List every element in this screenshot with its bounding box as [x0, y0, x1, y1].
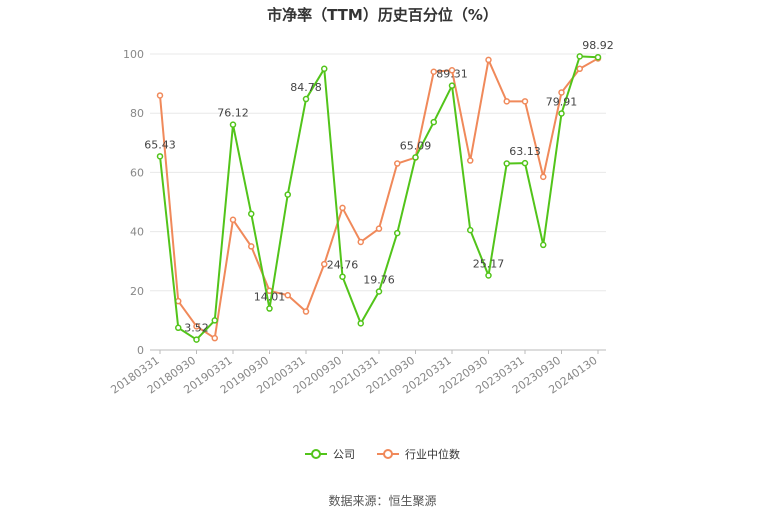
legend-swatch-marker [311, 449, 321, 459]
data-point [339, 204, 346, 212]
data-label: 98.92 [582, 39, 614, 52]
legend-label: 公司 [333, 448, 355, 461]
data-label: 14.01 [254, 291, 286, 304]
data-point [248, 210, 255, 218]
data-point [521, 98, 529, 105]
legend-swatch [305, 449, 327, 459]
data-label: 89.31 [436, 68, 468, 81]
chart-title: 市净率（TTM）历史百分位（%） [267, 6, 498, 24]
data-label: 76.12 [217, 107, 249, 120]
data-point [448, 82, 456, 89]
data-point [357, 238, 364, 246]
data-point [430, 68, 437, 76]
legend-item-company[interactable]: 公司 [305, 446, 355, 462]
data-point [284, 291, 291, 299]
legend-swatch [377, 449, 399, 459]
data-point [302, 308, 310, 315]
data-point [485, 272, 492, 279]
line-chart: 0204060801002018033120180930201903312019… [108, 39, 614, 397]
data-point [156, 92, 164, 99]
data-point [394, 229, 401, 237]
data-point [540, 241, 547, 249]
series-lines [156, 53, 602, 343]
source-note: 数据来源：恒生聚源 [328, 494, 437, 508]
data-point [485, 56, 492, 64]
y-tick-label: 80 [130, 107, 144, 120]
data-point [211, 334, 218, 342]
data-point [448, 67, 456, 74]
data-point [302, 95, 310, 103]
data-point [229, 121, 237, 128]
data-point [540, 173, 547, 181]
series-line-company [159, 55, 599, 341]
data-point [175, 324, 182, 332]
data-point [394, 160, 401, 167]
y-tick-label: 20 [130, 285, 144, 298]
data-point [503, 98, 510, 105]
data-point [430, 118, 437, 126]
gridlines [150, 53, 606, 292]
data-point [266, 305, 273, 312]
data-point [357, 320, 364, 327]
axes: 0204060801002018033120180930201903312019… [108, 48, 606, 397]
data-point [576, 65, 583, 73]
legend: 公司 行业中位数 [0, 446, 765, 462]
data-point [467, 157, 474, 164]
data-label: 84.78 [290, 81, 322, 94]
data-point [521, 159, 529, 167]
data-point [248, 243, 255, 250]
data-label: 25.17 [473, 257, 505, 270]
data-point [229, 216, 237, 224]
data-point [412, 154, 419, 161]
legend-label: 行业中位数 [405, 448, 460, 461]
y-tick-label: 0 [137, 344, 144, 357]
data-point [339, 273, 346, 280]
data-labels: 65.43 3.52 76.12 14.01 84.78 24.76 19.76 65.09 8… [144, 39, 614, 334]
data-point [558, 110, 565, 117]
data-point [156, 153, 164, 160]
data-label: 65.09 [400, 139, 432, 152]
data-label: 19.76 [363, 274, 395, 287]
data-point [594, 53, 602, 61]
data-label: 79.91 [546, 95, 578, 108]
data-point [211, 317, 218, 324]
data-point [576, 53, 583, 60]
data-label: 63.13 [509, 145, 541, 158]
data-point [558, 89, 565, 96]
data-point [321, 260, 328, 268]
data-point [503, 160, 510, 167]
data-point [375, 225, 383, 232]
data-point [193, 336, 200, 343]
y-tick-label: 100 [123, 48, 144, 61]
data-label: 65.43 [144, 138, 176, 151]
data-label: 24.76 [327, 259, 359, 272]
data-point [467, 226, 474, 234]
data-point [193, 323, 200, 330]
y-tick-label: 60 [130, 166, 144, 179]
data-point [375, 288, 383, 295]
legend-item-industry-median[interactable]: 行业中位数 [377, 446, 460, 462]
y-tick-label: 40 [130, 226, 144, 239]
legend-swatch-marker [383, 449, 393, 459]
data-point [284, 191, 291, 198]
data-label: 3.52 [184, 322, 209, 335]
data-point [321, 65, 328, 73]
